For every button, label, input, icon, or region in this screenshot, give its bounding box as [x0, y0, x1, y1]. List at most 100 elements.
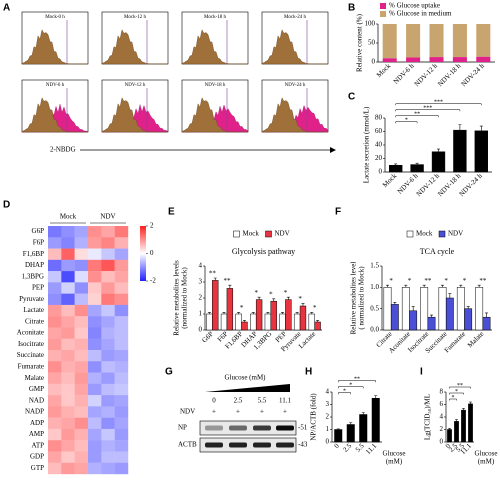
heatmap-cell	[61, 271, 75, 283]
significance-bracket	[338, 386, 364, 389]
error-bar	[349, 422, 353, 425]
error-bar	[286, 296, 290, 300]
heatmap-cell	[61, 428, 75, 441]
group-label: Mock	[60, 213, 77, 221]
significance: **	[209, 270, 217, 278]
bar	[220, 313, 228, 331]
heatmap-cell	[74, 406, 89, 418]
heatmap-cell	[48, 372, 62, 385]
heatmap-cell	[74, 395, 89, 407]
panel-letter: E	[168, 207, 175, 218]
heatmap-cell	[61, 395, 75, 407]
significance-bracket	[395, 121, 418, 124]
heatmap-cell	[61, 361, 75, 373]
bar	[456, 287, 465, 331]
x-tick-label: 2.5	[341, 442, 353, 454]
row-label: Pyruvate	[19, 295, 44, 303]
heatmap-cell	[48, 428, 62, 441]
bar	[235, 313, 242, 331]
heatmap-cell	[61, 372, 75, 385]
error-bar	[459, 284, 463, 288]
bar	[429, 24, 444, 58]
bar	[206, 313, 213, 331]
row-label: F1,6BP	[23, 250, 44, 258]
heatmap-cell	[88, 417, 102, 430]
panel-letter: B	[348, 3, 355, 14]
heatmap-cell	[74, 372, 89, 385]
error-bar	[251, 312, 255, 314]
blot-band	[229, 442, 247, 448]
error-bar	[411, 306, 415, 311]
heatmap-cell	[88, 226, 102, 238]
bar	[474, 130, 488, 173]
y-axis-label: Relative metabolites levels	[173, 260, 181, 336]
bar	[431, 151, 446, 173]
y-tick-label: 1	[199, 310, 203, 318]
band-label: ACTB	[178, 441, 197, 449]
bar	[461, 409, 466, 443]
heatmap-cell	[48, 417, 62, 430]
significance: *	[463, 277, 467, 285]
heatmap-cell	[74, 259, 89, 272]
heatmap-cell	[101, 350, 115, 362]
significance: *	[452, 395, 455, 401]
heatmap-cell	[88, 338, 102, 351]
heatmap-cell	[101, 248, 115, 261]
heatmap-cell	[61, 226, 75, 238]
heatmap-cell	[74, 282, 89, 294]
panel-letter: C	[348, 92, 355, 103]
legend-label: NDV	[448, 230, 463, 238]
bar	[279, 313, 286, 331]
significance-bracket	[395, 109, 461, 112]
heatmap-cell	[114, 462, 129, 475]
histogram	[101, 29, 168, 65]
heatmap-cell	[101, 361, 115, 373]
heatmap-cell	[114, 271, 129, 283]
bar	[406, 57, 421, 62]
colorbar-label: -2	[150, 277, 156, 285]
x-tick-label: NDV-24 h	[460, 62, 487, 89]
heatmap-cell	[74, 361, 89, 373]
y-tick-label: 60	[375, 127, 383, 135]
heatmap-cell	[48, 316, 62, 328]
error-bar	[222, 312, 226, 314]
concentration-label: 2.5	[234, 397, 243, 405]
heatmap-cell	[114, 395, 129, 407]
heatmap-cell	[48, 271, 62, 283]
heatmap-cell	[74, 304, 89, 317]
histogram	[21, 29, 88, 65]
heatmap-cell	[114, 304, 129, 317]
row-label: Fumarate	[18, 363, 44, 371]
heatmap-cell	[48, 248, 62, 261]
bar	[359, 414, 368, 443]
bar	[371, 398, 380, 443]
y-axis-label: Lg(TCID₅₀)/ML	[424, 394, 432, 440]
heatmap-cell	[61, 462, 75, 475]
legend-swatch	[380, 3, 386, 9]
error-bar	[448, 293, 452, 298]
treatment-mark: +	[212, 408, 216, 416]
y-axis-label: (normalized to Mock)	[181, 267, 189, 329]
bar	[429, 57, 444, 62]
heatmap-cell	[74, 350, 89, 362]
concentration-label: 0	[212, 397, 216, 405]
error-bar	[437, 148, 440, 152]
arrow-head	[330, 147, 336, 153]
heatmap-cell	[101, 293, 115, 306]
error-bar	[228, 284, 232, 289]
blot-band	[205, 442, 223, 448]
plot-label: Mock-12 h	[124, 15, 147, 20]
heatmap-cell	[101, 327, 115, 339]
bar	[255, 299, 263, 331]
heatmap-cell	[74, 226, 89, 238]
y-axis-label: NP/ACTB (fold)	[310, 393, 318, 441]
heatmap-cell	[101, 282, 115, 294]
y-tick-label: 2	[440, 425, 444, 433]
x-tick-label: NDV-18 h	[436, 62, 463, 89]
panel-letter: G	[165, 367, 173, 378]
bar	[346, 424, 355, 443]
y-tick-label: 0.0	[370, 326, 379, 334]
significance-bracket	[395, 103, 482, 106]
legend-label: % Glucose uptake	[389, 2, 440, 10]
heatmap-cell	[114, 417, 129, 430]
